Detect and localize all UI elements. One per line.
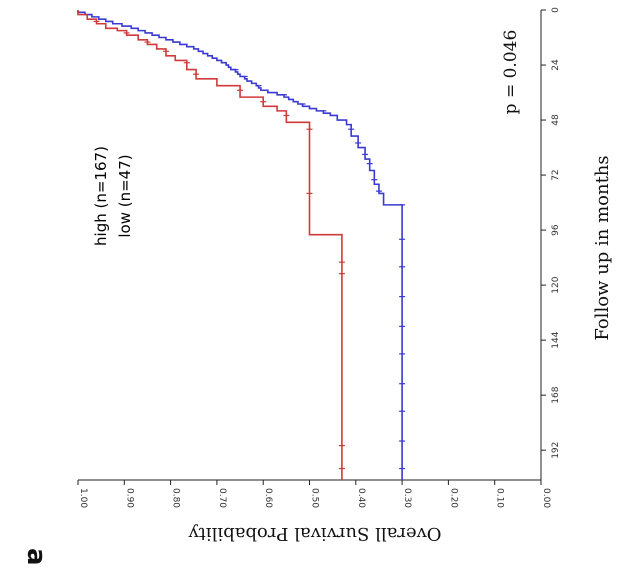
y-tick-label: 0.30 bbox=[402, 488, 412, 508]
y-tick-label: 0.20 bbox=[448, 488, 458, 508]
y-tick-label: 0.80 bbox=[171, 488, 181, 508]
y-tick-label: 0.90 bbox=[124, 488, 134, 508]
survival-curves bbox=[77, 10, 406, 480]
legend-entry-high: high (n=167) bbox=[92, 146, 110, 246]
y-tick-label: 1.00 bbox=[78, 488, 88, 508]
x-tick-label: 48 bbox=[551, 114, 561, 126]
x-tick-label: 120 bbox=[551, 276, 561, 293]
series-line-0 bbox=[77, 10, 403, 480]
y-tick-label: 0.70 bbox=[217, 488, 227, 508]
panel-label: a bbox=[21, 548, 51, 566]
y-tick-label: 0.00 bbox=[541, 488, 551, 508]
x-tick-label: 72 bbox=[551, 169, 561, 180]
x-axis-title: Follow up in months bbox=[592, 155, 613, 340]
y-tick-label: 0.60 bbox=[263, 488, 273, 508]
x-tick-label: 96 bbox=[551, 224, 561, 236]
series-line-1 bbox=[77, 10, 343, 480]
x-tick-label: 168 bbox=[551, 386, 561, 403]
axes: 0.00 0.10 0.20 0.30 0.40 0.50 0.60 0.70 0.80 0.90… bbox=[77, 7, 561, 508]
y-tick-label: 0.40 bbox=[356, 488, 366, 508]
legend-entry-low: low (n=47) bbox=[116, 154, 134, 237]
y-tick-label: 0.50 bbox=[310, 488, 320, 508]
p-value-annotation: p = 0.046 bbox=[501, 30, 521, 115]
x-tick-label: 144 bbox=[551, 331, 561, 348]
x-tick-label: 192 bbox=[551, 442, 561, 459]
x-tick-label: 24 bbox=[551, 59, 561, 71]
y-tick-label: 0.10 bbox=[495, 488, 505, 508]
y-axis-title: Overall Survival Probability bbox=[188, 523, 442, 544]
x-tick-label: 0 bbox=[551, 7, 561, 13]
